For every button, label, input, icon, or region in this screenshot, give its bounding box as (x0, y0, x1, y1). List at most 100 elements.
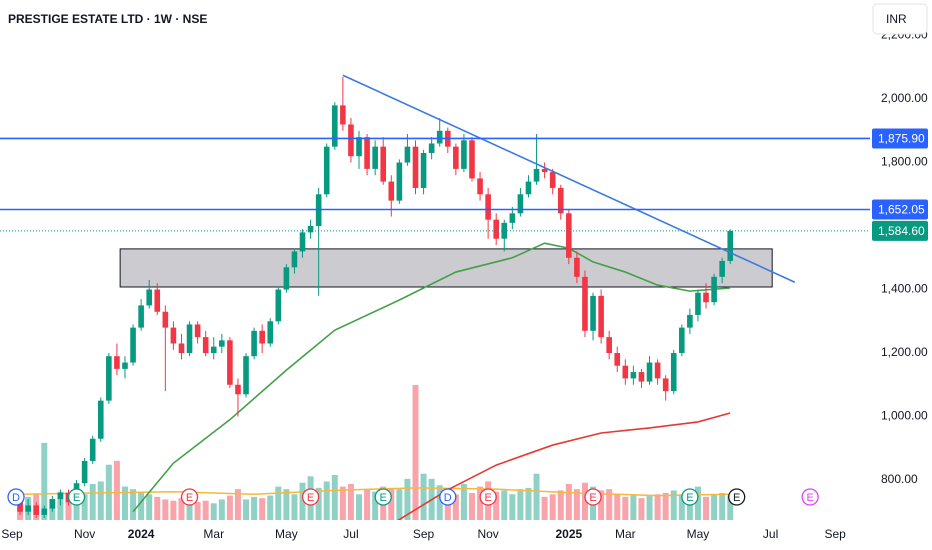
volume-bar (259, 498, 266, 520)
moving-average-line (132, 242, 731, 513)
candle-body (622, 365, 629, 379)
volume-bar (178, 498, 185, 520)
volume-bar (186, 491, 193, 520)
event-label: E (686, 492, 693, 504)
candle-body (97, 400, 104, 439)
price-tag (872, 199, 928, 220)
volume-bar (525, 487, 532, 520)
candle-body (638, 372, 645, 382)
candle-body (89, 438, 96, 461)
event-marker[interactable] (479, 488, 497, 506)
x-tick-label: Mar (615, 527, 636, 541)
volume-bar (388, 487, 395, 520)
price-tag-label: 1,652.05 (878, 203, 925, 217)
volume-bar (606, 489, 613, 520)
volume-bar (452, 494, 459, 520)
candle-body (227, 340, 233, 385)
event-label: D (444, 492, 452, 504)
candle-body (533, 168, 540, 182)
event-label: E (186, 492, 193, 504)
volume-bar (170, 500, 177, 520)
candle-body (307, 226, 314, 233)
price-tag-label: 1,875.90 (878, 132, 925, 146)
volume-bar (630, 495, 637, 520)
volume-bar (670, 490, 677, 520)
volume-bar (420, 473, 427, 520)
candle-body (275, 289, 282, 322)
volume-bar (234, 489, 241, 520)
x-tick-label: May (275, 527, 298, 541)
event-label: E (806, 492, 813, 504)
volume-bar (315, 487, 322, 520)
volume-ma-line (20, 487, 731, 497)
currency-label[interactable]: INR (886, 12, 907, 26)
candle-body (122, 362, 128, 369)
candle-body (436, 130, 443, 144)
volume-bar (686, 491, 693, 520)
event-marker[interactable] (728, 488, 746, 506)
volume-bar (243, 499, 250, 520)
x-tick-label: Jul (343, 527, 358, 541)
candle-body (695, 292, 701, 315)
event-label: E (380, 492, 387, 504)
volume-bar (331, 475, 338, 520)
volume-bar (226, 495, 233, 520)
x-tick-label: 2025 (555, 527, 582, 541)
currency-button[interactable] (872, 3, 928, 35)
candle-body (283, 267, 290, 290)
candle-body (25, 505, 31, 512)
volume-bar (251, 496, 258, 520)
volume-bar (396, 489, 403, 520)
candle-body (679, 327, 685, 354)
candle-body (186, 324, 193, 354)
volume-bar (218, 499, 225, 520)
volume-bar (291, 494, 298, 520)
volume-bar (202, 500, 209, 520)
event-marker[interactable] (801, 488, 819, 506)
candle-body (57, 492, 64, 500)
candle-body (711, 276, 717, 303)
volume-bar (678, 494, 685, 520)
candle-body (404, 146, 411, 163)
event-marker[interactable] (584, 488, 602, 506)
candle-body (388, 181, 395, 201)
event-marker[interactable] (67, 488, 86, 506)
volume-bar (581, 482, 588, 520)
candle-body (493, 219, 499, 239)
candle-body (259, 330, 265, 344)
candle-body (323, 146, 330, 195)
event-marker[interactable] (301, 488, 320, 506)
x-tick-label: Nov (74, 527, 95, 541)
candle-body (49, 499, 56, 509)
volume-bar (654, 494, 661, 520)
candle-body (372, 146, 378, 169)
event-marker[interactable] (7, 488, 25, 506)
volume-bar (283, 489, 290, 520)
candle-body (525, 181, 532, 195)
x-tick-label: Sep (413, 527, 435, 541)
price-tag-label: 1,584.60 (878, 224, 925, 238)
volume-bar (549, 494, 556, 520)
volume-bar (194, 502, 201, 520)
y-tick-label: 1,800.00 (881, 155, 928, 169)
volume-bar (646, 495, 653, 520)
candle-body (412, 146, 419, 188)
candle-body (469, 140, 475, 179)
y-tick-label: 1,200.00 (881, 345, 928, 359)
y-tick-label: 1,400.00 (881, 282, 928, 296)
event-label: D (12, 492, 20, 504)
volume-bar (267, 495, 274, 520)
event-marker[interactable] (439, 488, 457, 506)
volume-bar (138, 491, 145, 520)
volume-bar (517, 489, 524, 520)
event-marker[interactable] (374, 488, 392, 506)
volume-bar (412, 385, 419, 520)
event-marker[interactable] (180, 488, 199, 506)
trendline (342, 74, 796, 283)
event-marker[interactable] (681, 488, 699, 506)
candle-body (687, 314, 693, 328)
volume-bar (573, 489, 580, 520)
candle-body (251, 330, 257, 357)
candle-body (170, 327, 177, 344)
candle-body (541, 168, 548, 173)
